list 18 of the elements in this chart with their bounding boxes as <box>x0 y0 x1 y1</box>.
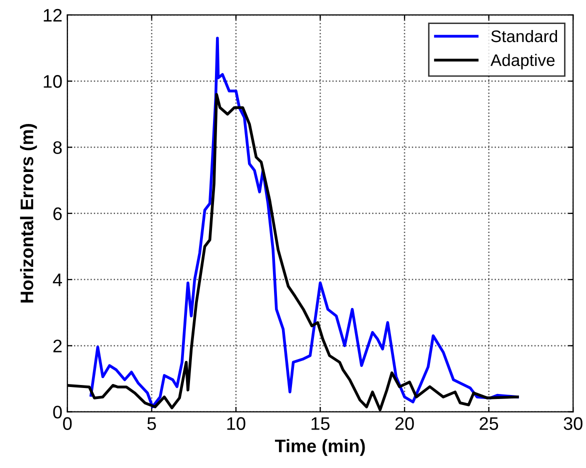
y-tick-label: 12 <box>44 8 62 22</box>
y-tick-label: 2 <box>53 340 62 352</box>
legend-label: Adaptive <box>490 54 555 70</box>
x-axis-title: Time (min) <box>274 439 365 456</box>
y-axis-title: Horizontal Errors (m) <box>20 124 37 302</box>
x-tick-label: 0 <box>63 417 72 430</box>
y-tick-label: 8 <box>53 141 62 154</box>
x-tick-label: 5 <box>147 417 156 430</box>
x-tick-label: 25 <box>480 417 498 430</box>
x-tick-label: 30 <box>564 417 582 430</box>
y-tick-label: 0 <box>53 406 62 419</box>
x-tick-label: 15 <box>312 417 330 430</box>
x-tick-label: 20 <box>395 417 414 430</box>
x-tick-label: 10 <box>227 417 246 430</box>
y-tick-label: 10 <box>44 75 62 88</box>
legend-label: Standard <box>491 30 558 42</box>
y-tick-label: 6 <box>53 207 62 220</box>
y-tick-label: 4 <box>52 274 62 286</box>
